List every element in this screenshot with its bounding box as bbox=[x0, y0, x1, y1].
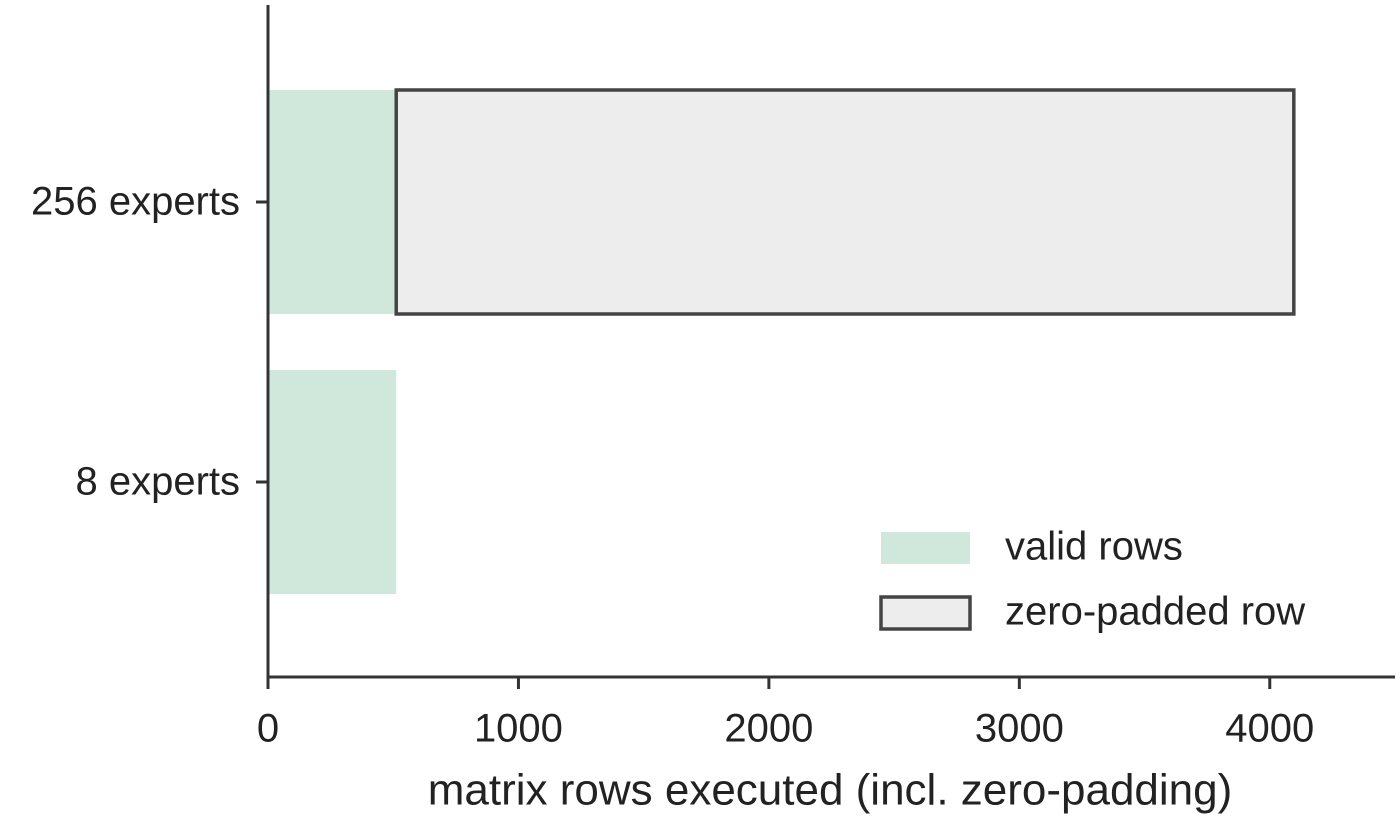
x-tick-label: 2000 bbox=[724, 707, 813, 751]
bar-segment bbox=[394, 88, 1296, 316]
x-tick-label: 3000 bbox=[975, 707, 1064, 751]
y-tick-label: 256 experts bbox=[31, 180, 240, 224]
y-tick-label: 8 experts bbox=[75, 460, 240, 504]
legend-swatch bbox=[881, 532, 970, 564]
legend-label: zero-padded row bbox=[1005, 590, 1305, 634]
bar-segment bbox=[268, 370, 397, 594]
bar-segment bbox=[268, 90, 397, 314]
x-axis-label: matrix rows executed (incl. zero-padding… bbox=[428, 766, 1233, 815]
legend-label: valid rows bbox=[1005, 525, 1183, 569]
legend-swatch bbox=[879, 595, 972, 631]
x-tick-label: 0 bbox=[257, 707, 279, 751]
x-tick-label: 4000 bbox=[1225, 707, 1314, 751]
x-tick-label: 1000 bbox=[474, 707, 563, 751]
